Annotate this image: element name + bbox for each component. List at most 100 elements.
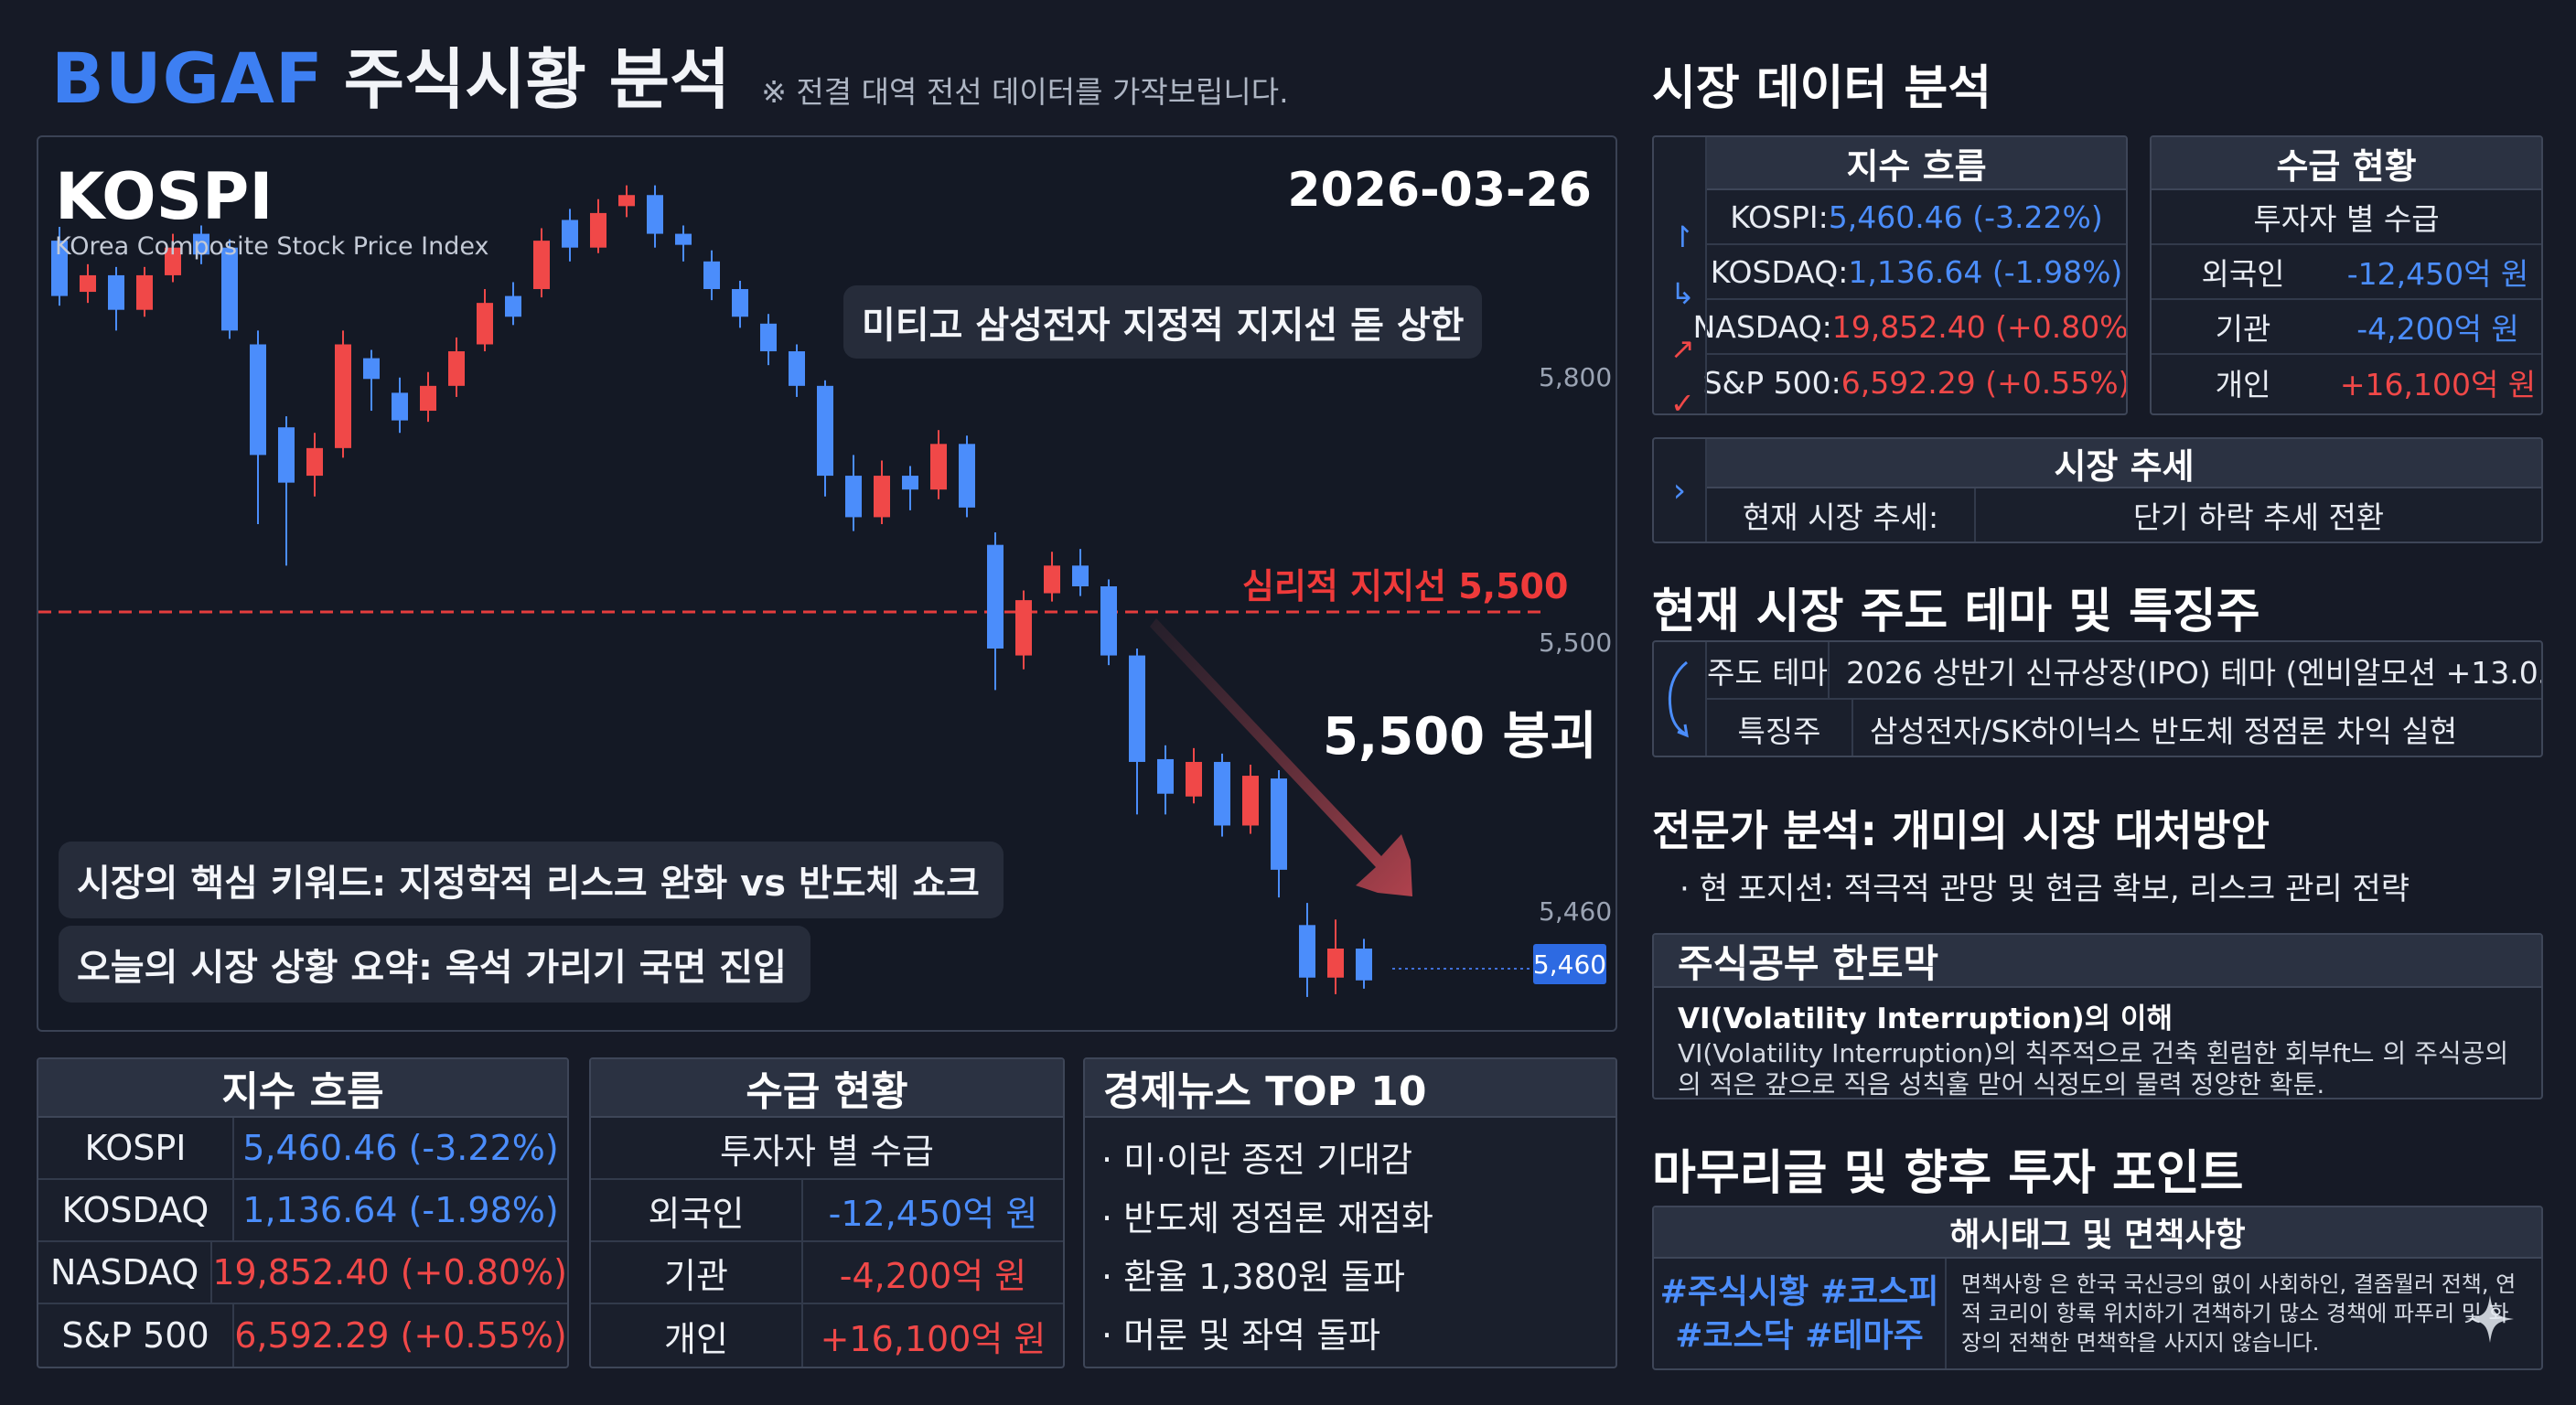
news-item[interactable]: · 환율 1,380원 돌파 <box>1101 1256 1405 1297</box>
header-note: ※ 전결 대역 전선 데이터를 가작보립니다. <box>761 74 1289 110</box>
candle-body <box>732 289 748 317</box>
candle-body <box>1186 761 1202 797</box>
table-row: 기관 -4,200억 원 <box>591 1242 1063 1304</box>
table-row: 개인 +16,100억 원 <box>2152 355 2541 410</box>
candle-body <box>987 544 1004 649</box>
candle-body <box>789 351 805 386</box>
candle-body <box>1356 949 1372 981</box>
flow-table: 수급 현황 투자자 별 수급 외국인 -12,450억 원 기관 -4,200억… <box>589 1057 1065 1368</box>
investor-name: 기관 <box>2215 311 2271 347</box>
table-row: 기관 -4,200억 원 <box>2152 300 2541 355</box>
table-row: 현재 시장 추세: 단기 하락 추세 전환 <box>1707 488 2541 542</box>
table-row: 특징주 삼성전자/SK하이닉스 반도체 정점론 차익 실현 <box>1707 700 2541 756</box>
candle-body <box>505 295 521 317</box>
market-data-title: 시장 데이터 분석 <box>1652 61 1992 116</box>
right-index-title: 지수 흐름 <box>1707 137 2126 190</box>
page-title: 주식시황 분석 <box>343 41 731 118</box>
investor-value: -12,450억 원 <box>828 1193 1038 1234</box>
right-flow-subtitle: 투자자 별 수급 <box>2152 190 2541 245</box>
news-title: 경제뉴스 TOP 10 <box>1085 1059 1615 1118</box>
index-label: KOSDAQ: <box>1710 253 1849 290</box>
table-row: S&P 500 6,592.29 (+0.55%) <box>38 1304 567 1367</box>
investor-value: -4,200억 원 <box>2356 311 2519 347</box>
table-row: 외국인 -12,450억 원 <box>2152 245 2541 300</box>
theme-section-title: 현재 시장 주도 테마 및 특징주 <box>1652 585 2260 639</box>
index-name: NASDAQ <box>38 1242 213 1303</box>
candle-body <box>562 220 578 248</box>
index-value: 1,136.64 (-1.98%) <box>242 1190 559 1230</box>
y-tick-label: 5,500 <box>1539 627 1613 658</box>
table-row: 외국인 -12,450억 원 <box>591 1180 1063 1242</box>
hashtag-list: #주식시황 #코스피 #코스닥 #테마주 <box>1654 1259 1947 1368</box>
news-item[interactable]: · 반도체 정점론 재점화 <box>1101 1197 1433 1239</box>
candle-body <box>420 385 436 412</box>
summary-callout: 오늘의 시장 상황 요약: 옥석 가리기 국면 진입 <box>59 926 810 1003</box>
study-box: 주식공부 한토막 VI(Volatility Interruption)의 이해… <box>1652 933 2543 1099</box>
news-item[interactable]: · 미·이란 종전 기대감 <box>1101 1139 1413 1180</box>
hashtag-title: 해시태그 및 면책사항 <box>1654 1207 2541 1259</box>
candle-body <box>1242 776 1259 826</box>
news-panel: 경제뉴스 TOP 10 · 미·이란 종전 기대감 · 반도체 정점론 재점화 … <box>1083 1057 1617 1368</box>
index-name: KOSPI <box>38 1118 234 1178</box>
candle-body <box>675 233 692 245</box>
right-flow-table: 수급 현황 투자자 별 수급 외국인 -12,450억 원 기관 -4,200억… <box>2150 135 2543 415</box>
sparkle-icon <box>2466 1295 2514 1343</box>
candle-body <box>1015 600 1032 656</box>
y-tick-label: 5,460 <box>1539 896 1613 927</box>
candle-body <box>618 195 635 207</box>
investor-name: 개인 <box>2215 367 2271 402</box>
trend-box: › 시장 추세 현재 시장 추세: 단기 하락 추세 전환 <box>1652 437 2543 543</box>
candle-body <box>760 323 777 352</box>
table-row: NASDAQ 19,852.40 (+0.80%) <box>38 1242 567 1304</box>
index-value: 6,592.29 (+0.55%) <box>1841 364 2128 401</box>
investor-value: +16,100억 원 <box>2339 367 2537 402</box>
candle-body <box>930 444 947 490</box>
index-label: NASDAQ: <box>1692 308 1832 345</box>
candle-body <box>1100 586 1117 656</box>
index-value: 1,136.64 (-1.98%) <box>1848 253 2123 290</box>
candle-body <box>1299 925 1315 978</box>
closing-section-title: 마무리글 및 향후 투자 포인트 <box>1652 1146 2244 1201</box>
right-flow-title: 수급 현황 <box>2152 137 2541 190</box>
candle-body <box>278 427 295 483</box>
chart-subtitle: KOrea Composite Stock Price Index <box>55 232 489 261</box>
candle-body <box>80 274 96 293</box>
study-subtitle: VI(Volatility Interruption)의 이해 <box>1678 1003 2173 1035</box>
trend-title: 시장 추세 <box>1707 439 2541 488</box>
candle-body <box>165 247 181 275</box>
index-value: 5,460.46 (-3.22%) <box>1828 198 2103 235</box>
cycle-arrow-icon <box>1654 642 1707 756</box>
keyword-callout: 시장의 핵심 키워드: 지정학적 리스크 완화 vs 반도체 쇼크 <box>59 842 1004 918</box>
candle-body <box>533 241 550 290</box>
candle-body <box>51 241 68 296</box>
candle-body <box>136 274 153 310</box>
brand-logo: BUGAF <box>51 38 324 119</box>
decline-arrow <box>1150 618 1412 896</box>
table-row: KOSPI: 5,460.46 (-3.22%) <box>1707 190 2126 245</box>
candle-body <box>448 351 465 386</box>
candle-body <box>817 385 833 477</box>
theme-value: 2026 상반기 신규상장(IPO) 테마 (엔비알모션 +13.05%) <box>1845 654 2543 691</box>
candle-body <box>108 274 124 310</box>
investor-value: -12,450억 원 <box>2346 256 2529 292</box>
hashtag-line[interactable]: #코스닥 #테마주 <box>1675 1317 1924 1355</box>
flow-table-subtitle: 투자자 별 수급 <box>591 1118 1063 1180</box>
chevron-right-icon: › <box>1654 439 1707 542</box>
icon-column: ↾ ↳ ↗ ✓ <box>1654 137 1707 413</box>
theme-box: 주도 테마 2026 상반기 신규상장(IPO) 테마 (엔비알모션 +13.0… <box>1652 640 2543 757</box>
candle-body <box>306 447 323 477</box>
table-row: S&P 500: 6,592.29 (+0.55%) <box>1703 355 2128 410</box>
candle-body <box>590 212 606 248</box>
candle-body <box>1214 761 1230 826</box>
hashtag-line[interactable]: #주식시황 #코스피 <box>1659 1273 1939 1311</box>
index-name: S&P 500 <box>38 1304 234 1367</box>
support-label: 심리적 지지선 5,500 <box>1242 566 1569 606</box>
candle-body <box>1044 565 1060 594</box>
investor-value: -4,200억 원 <box>839 1255 1027 1296</box>
arrow-up-right-icon: ↗ <box>1670 331 1695 366</box>
index-table-title: 지수 흐름 <box>38 1059 567 1118</box>
news-item[interactable]: · 머룬 및 좌역 돌파 <box>1101 1314 1381 1356</box>
index-label: KOSPI: <box>1730 198 1829 235</box>
candle-body <box>335 344 351 448</box>
hashtag-box: 해시태그 및 면책사항 #주식시황 #코스피 #코스닥 #테마주 면책사항 은 … <box>1652 1206 2543 1370</box>
